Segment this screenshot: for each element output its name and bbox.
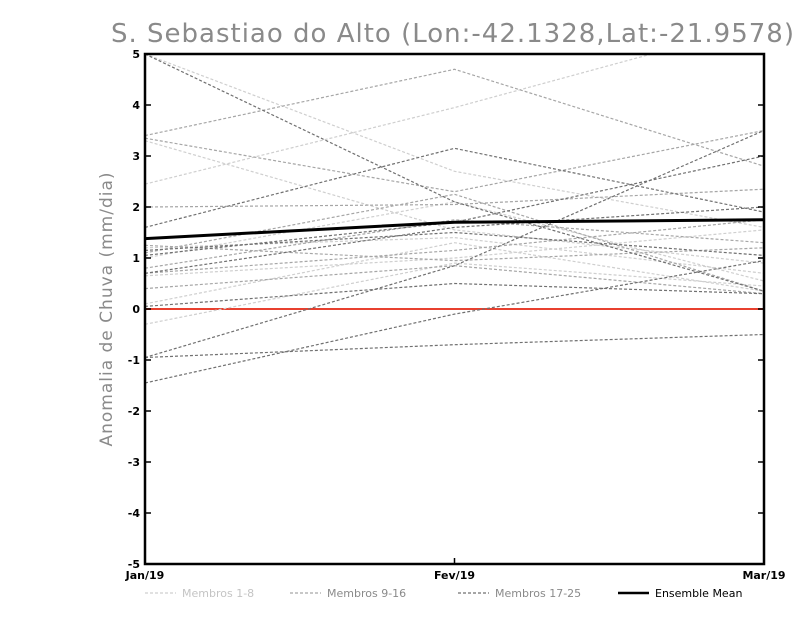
member-series-line: [145, 201, 764, 282]
y-tick-label: 3: [132, 150, 140, 163]
member-series-line: [145, 68, 764, 167]
member-series-line: [145, 231, 764, 256]
legend: Membros 1-8 Membros 9-16 Membros 17-25 Ense…: [145, 587, 742, 600]
y-tick-label: -1: [128, 354, 140, 367]
y-tick-label: -2: [128, 405, 140, 418]
member-series-line: [145, 282, 764, 307]
legend-label: Membros 9-16: [327, 587, 406, 600]
legend-label: Membros 1-8: [182, 587, 254, 600]
member-series-line: [145, 219, 764, 269]
member-series-line: [145, 188, 764, 208]
member-series-line: [145, 129, 764, 359]
member-series-line: [145, 54, 764, 292]
ensemble-mean-line: [145, 218, 764, 241]
member-series-line: [145, 262, 764, 325]
y-tick-label: 2: [132, 201, 140, 214]
member-series-line: [145, 229, 764, 277]
member-series-line: [145, 244, 764, 262]
y-tick-label: 0: [132, 303, 140, 316]
member-series-line: [145, 219, 764, 274]
y-axis-label: Anomalia de Chuva (mm/dia): [97, 171, 117, 446]
legend-label: Membros 17-25: [495, 587, 581, 600]
member-series-line: [145, 140, 764, 264]
member-series-line: [145, 260, 764, 384]
y-axis-ticks: -5 -4 -3 -2 -1 0 1 2 3 4 5: [128, 48, 764, 571]
plot-lines: [145, 54, 764, 384]
member-series-line: [145, 147, 764, 228]
y-tick-label: -4: [128, 507, 141, 520]
y-tick-label: 1: [132, 252, 140, 265]
x-tick-label: Mar/19: [742, 569, 785, 582]
y-tick-label: -5: [128, 558, 140, 571]
member-series-line: [145, 206, 764, 274]
x-tick-label: Jan/19: [125, 569, 165, 582]
member-series-line: [145, 193, 764, 292]
member-series-line: [145, 54, 764, 228]
y-tick-label: 4: [132, 99, 140, 112]
chart-title: S. Sebastiao do Alto (Lon:-42.1328,Lat:-…: [111, 19, 795, 49]
x-axis-ticks: Jan/19 Fev/19 Mar/19: [125, 558, 786, 582]
member-series-line: [145, 333, 764, 359]
y-tick-label: 5: [132, 48, 140, 61]
member-series-line: [145, 54, 654, 185]
legend-label: Ensemble Mean: [655, 587, 742, 600]
member-series-line: [145, 242, 764, 305]
x-tick-label: Fev/19: [434, 569, 475, 582]
y-tick-label: -3: [128, 456, 140, 469]
